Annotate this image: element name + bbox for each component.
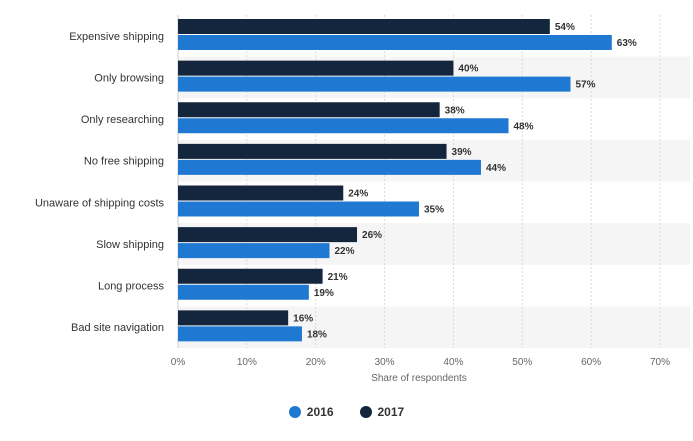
value-label-2017: 21% <box>328 272 348 283</box>
bar-chart: 0% 10% 20% 30% 40% 50% 60% 70% Share of responde… <box>34 15 671 384</box>
bar-2016 <box>178 76 571 92</box>
legend-marker-2017 <box>359 406 372 418</box>
bar-2016 <box>178 35 612 50</box>
legend-item-2017[interactable]: 2017 <box>359 405 405 419</box>
value-label-2017: 16% <box>293 313 313 324</box>
legend: 2016 2017 <box>0 405 693 419</box>
value-label-2017: 40% <box>458 64 478 75</box>
x-axis-title: Share of respondents <box>371 373 467 384</box>
value-label-2016: 44% <box>486 163 506 174</box>
x-tick-label: 70% <box>650 357 670 368</box>
category-label: Expensive shipping <box>69 31 164 43</box>
bar-2017 <box>178 102 440 118</box>
value-label-2016: 57% <box>575 80 595 91</box>
x-tick-label: 40% <box>443 357 463 368</box>
bar-2016 <box>178 201 419 217</box>
bar-2017 <box>178 143 447 159</box>
category-label: Bad site navigation <box>71 322 164 334</box>
value-label-2016: 48% <box>514 121 534 132</box>
value-label-2016: 19% <box>314 288 334 299</box>
x-tick-label: 20% <box>306 357 326 368</box>
value-label-2016: 18% <box>307 329 327 340</box>
category-label: Only researching <box>81 114 164 126</box>
x-tick-label: 0% <box>171 357 186 368</box>
value-label-2017: 24% <box>348 189 368 200</box>
value-label-2016: 35% <box>424 205 444 216</box>
x-tick-label: 30% <box>375 357 395 368</box>
bar-2016 <box>178 326 302 342</box>
bar-2016 <box>178 118 509 134</box>
legend-item-2016[interactable]: 2016 <box>288 405 334 419</box>
x-tick-label: 10% <box>237 357 257 368</box>
bar-2016 <box>178 243 330 259</box>
bar-2016 <box>178 159 481 175</box>
bar-2017 <box>178 60 454 76</box>
bar-2017 <box>178 227 358 243</box>
bar-2017 <box>178 185 344 201</box>
value-label-2017: 26% <box>362 230 382 241</box>
bar-2017 <box>178 310 289 326</box>
legend-marker-2016 <box>288 406 301 418</box>
category-label: Slow shipping <box>96 239 164 251</box>
value-label-2017: 38% <box>445 105 465 116</box>
value-label-2017: 39% <box>452 147 472 158</box>
bar-2017 <box>178 19 550 34</box>
value-label-2017: 54% <box>555 22 575 33</box>
legend-label-2016: 2016 <box>306 405 334 419</box>
x-tick-label: 50% <box>512 357 532 368</box>
category-label: Long process <box>98 281 165 293</box>
category-label: Unaware of shipping costs <box>35 197 165 209</box>
category-label: Only browsing <box>94 72 164 84</box>
legend-label-2017: 2017 <box>377 405 405 419</box>
bar-2017 <box>178 268 323 284</box>
value-label-2016: 63% <box>617 38 637 49</box>
bar-2016 <box>178 284 309 300</box>
value-label-2016: 22% <box>334 246 354 257</box>
category-label: No free shipping <box>84 156 164 168</box>
x-tick-label: 60% <box>581 357 601 368</box>
